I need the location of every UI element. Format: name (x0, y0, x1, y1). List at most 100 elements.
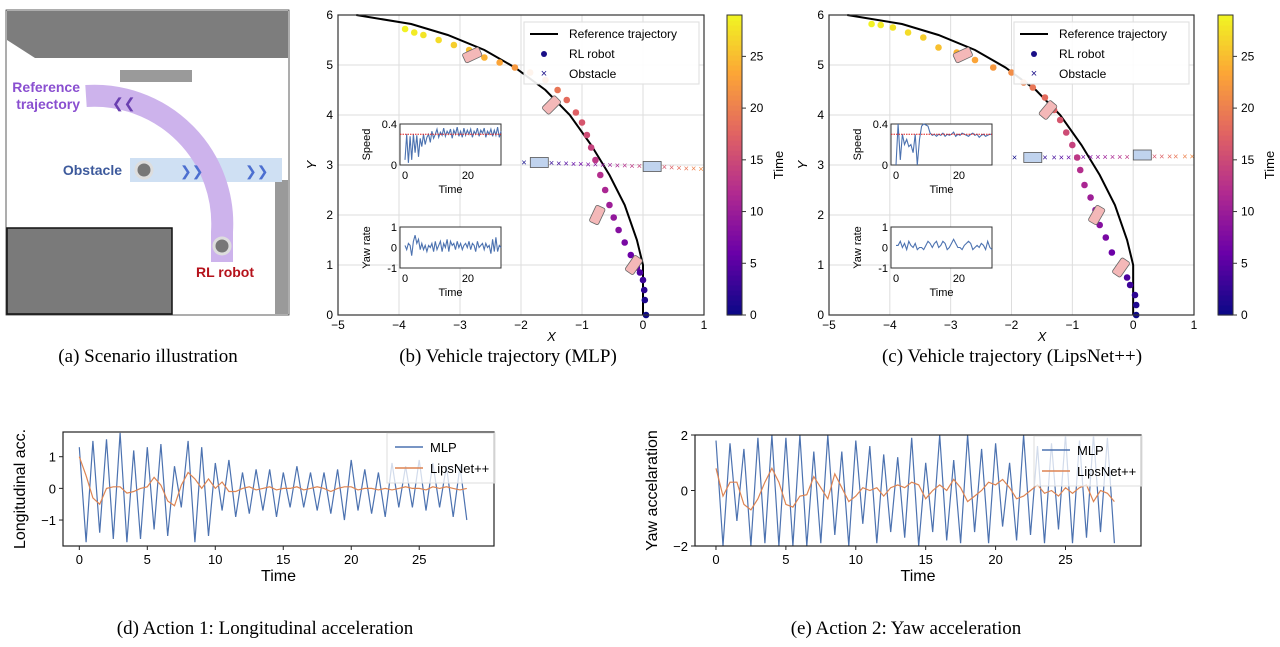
robot-point (1131, 291, 1139, 299)
colorbar-segment (1218, 125, 1233, 131)
obstacle-marker: × (1190, 152, 1195, 162)
legend-cross-icon: × (1031, 68, 1037, 80)
legend-entry: Obstacle (569, 67, 617, 81)
robot-snapshot (624, 255, 643, 275)
colorbar-tick-label: 20 (1241, 101, 1255, 115)
legend-cross-icon: × (541, 68, 547, 80)
obstacle-marker: × (571, 159, 576, 169)
y-tick-label: 1 (49, 450, 56, 465)
obstacle-marker: × (662, 162, 667, 172)
x-tick-label: 0 (712, 552, 719, 567)
obstacle-marker: × (1167, 152, 1172, 162)
robot-point (919, 34, 927, 41)
colorbar-segment (727, 165, 742, 171)
colorbar-segment (1218, 255, 1233, 261)
robot-point (1008, 69, 1015, 76)
colorbar-segment (727, 285, 742, 291)
y-tick-label: 1 (817, 258, 824, 272)
x-tick-label: 20 (344, 552, 358, 567)
robot-point (410, 29, 418, 36)
colorbar-label: Time (1262, 151, 1277, 179)
colorbar-segment (727, 160, 742, 166)
robot-point (450, 41, 458, 49)
colorbar-segment (727, 150, 742, 156)
colorbar-segment (1218, 35, 1233, 41)
obstacle-marker: × (593, 160, 598, 170)
robot-point (1029, 84, 1037, 91)
colorbar-segment (727, 115, 742, 121)
legend: MLP LipsNet++ (386, 432, 496, 484)
colorbar-segment (1218, 90, 1233, 96)
legend-entry: RL robot (1059, 47, 1105, 61)
colorbar-tick-label: 25 (1241, 49, 1255, 63)
x-axis-label: X (1037, 329, 1048, 344)
axes-frame (828, 14, 1195, 316)
obstacle-marker: × (1152, 152, 1157, 162)
caption-c: (c) Vehicle trajectory (LipsNet++) (881, 346, 1143, 367)
x-tick-label: −2 (1005, 318, 1019, 332)
legend-box (523, 21, 700, 85)
colorbar-segment (1218, 235, 1233, 241)
y-tick-label: 0 (681, 484, 688, 499)
inset-series-line (404, 235, 502, 256)
colorbar-tick-label: 15 (750, 153, 764, 167)
colorbar-segment (727, 240, 742, 246)
obstacle-marker: × (1012, 153, 1017, 163)
colorbar-segment (727, 270, 742, 276)
obstacle-marker: × (600, 160, 605, 170)
colorbar-segment (727, 175, 742, 181)
y-tick-label: 1 (326, 258, 333, 272)
colorbar-segment (1218, 95, 1233, 101)
colorbar-segment (1218, 40, 1233, 46)
legend: × Reference trajectory RL robot Obstacle (1013, 21, 1190, 85)
colorbar-segment (727, 310, 742, 316)
obstacle-marker: × (1042, 153, 1047, 163)
rl-robot-icon (212, 236, 232, 256)
robot-point (610, 214, 618, 221)
colorbar-segment (727, 95, 742, 101)
colorbar-segment (727, 110, 742, 116)
inset-y-tick-label: -1 (878, 263, 888, 275)
obstacle-marker: × (1103, 152, 1108, 162)
robot-point (1073, 154, 1081, 161)
inset-x-tick-label: 0 (893, 170, 899, 182)
y-tick-label: 0 (49, 481, 56, 496)
y-tick-label: 5 (817, 58, 824, 72)
robot-point (868, 20, 875, 28)
colorbar-segment (727, 55, 742, 61)
inset-x-tick-label: 20 (953, 273, 965, 285)
x-tick-label: −4 (883, 318, 897, 332)
colorbar-segment (727, 200, 742, 206)
robot-point (572, 109, 580, 116)
legend-dot-icon (1031, 51, 1037, 57)
x-tick-label: 10 (208, 552, 222, 567)
colorbar-segment (727, 185, 742, 191)
colorbar-tick-label: 5 (1241, 256, 1248, 270)
x-axis-label: Time (261, 568, 296, 585)
colorbar-frame (726, 14, 743, 316)
colorbar-tick-label: 10 (750, 205, 764, 219)
robot-point (1041, 94, 1049, 101)
colorbar-segment (727, 250, 742, 256)
x-tick-label: 0 (76, 552, 83, 567)
inset-y-tick-label: 0 (391, 243, 397, 255)
colorbar-segment (1218, 165, 1233, 171)
scenario-illustration: ❯❯ ❯❯ ❮❮ Reference trajectory Obstacle R… (5, 9, 290, 316)
colorbar-segment (1218, 170, 1233, 176)
y-tick-label: 4 (326, 108, 333, 122)
colorbar-segment (1218, 30, 1233, 36)
inset-frame (399, 226, 502, 269)
obstacle-marker: × (549, 158, 554, 168)
robot-point (1062, 129, 1070, 136)
colorbar-segment (727, 295, 742, 301)
obstacle-marker: × (1182, 152, 1187, 162)
colorbar-segment (1218, 45, 1233, 51)
colorbar-segment (727, 305, 742, 311)
x-axis-label: X (546, 329, 557, 344)
colorbar-segment (1218, 55, 1233, 61)
colorbar-segment (727, 260, 742, 266)
inset-x-axis-label: Time (438, 184, 462, 196)
colorbar-segment (727, 235, 742, 241)
robot-point (904, 29, 912, 36)
